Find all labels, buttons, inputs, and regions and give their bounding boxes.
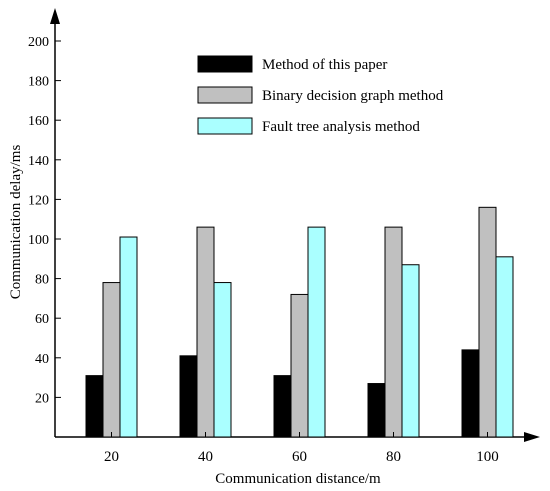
y-tick-label: 40 <box>35 352 49 367</box>
y-tick-label: 160 <box>28 114 49 129</box>
bar-3-60 <box>307 226 326 438</box>
y-axis-label: Communication delay/ms <box>8 145 24 300</box>
x-tick-label: 40 <box>198 449 213 465</box>
y-tick-label: 100 <box>28 233 49 248</box>
legend-label: Binary decision graph method <box>262 88 444 104</box>
bar-2-100 <box>478 206 497 438</box>
legend-label: Fault tree analysis method <box>262 119 420 135</box>
y-tick-label: 80 <box>35 273 49 288</box>
legend-label: Method of this paper <box>262 57 387 73</box>
y-tick-label: 140 <box>28 154 49 169</box>
x-tick-label: 80 <box>386 449 401 465</box>
bar-1-100 <box>461 349 480 438</box>
y-ticks: 20 40 60 80 100 120 140 160 180 200 <box>28 35 61 406</box>
bar-2-40 <box>196 226 215 438</box>
x-axis-arrow <box>524 432 540 442</box>
bar-1-20 <box>85 375 104 438</box>
bar-1-40 <box>179 355 198 438</box>
y-axis-arrow <box>50 8 60 24</box>
bar-3-40 <box>213 282 232 438</box>
bar-3-20 <box>119 236 138 438</box>
x-tick-label: 100 <box>476 449 499 465</box>
bar-2-20 <box>102 282 121 438</box>
y-tick-label: 200 <box>28 35 49 50</box>
bar-2-60 <box>290 293 309 438</box>
x-tick-label: 60 <box>292 449 307 465</box>
y-tick-label: 20 <box>35 391 49 406</box>
y-tick-label: 120 <box>28 193 49 208</box>
x-ticks: 20 40 60 80 100 <box>104 432 499 465</box>
bar-3-100 <box>495 256 514 438</box>
y-tick-label: 180 <box>28 75 49 90</box>
bars <box>85 206 514 438</box>
legend: Method of this paper Binary decision grap… <box>197 55 444 135</box>
bar-3-80 <box>401 264 420 438</box>
bar-1-60 <box>273 375 292 438</box>
x-tick-label: 20 <box>104 449 119 465</box>
x-axis-label: Communication distance/m <box>215 471 381 487</box>
bar-1-80 <box>367 383 386 438</box>
legend-swatch <box>197 117 253 135</box>
y-tick-label: 60 <box>35 312 49 327</box>
legend-swatch <box>197 55 253 73</box>
legend-swatch <box>197 86 253 104</box>
bar-2-80 <box>384 226 403 438</box>
